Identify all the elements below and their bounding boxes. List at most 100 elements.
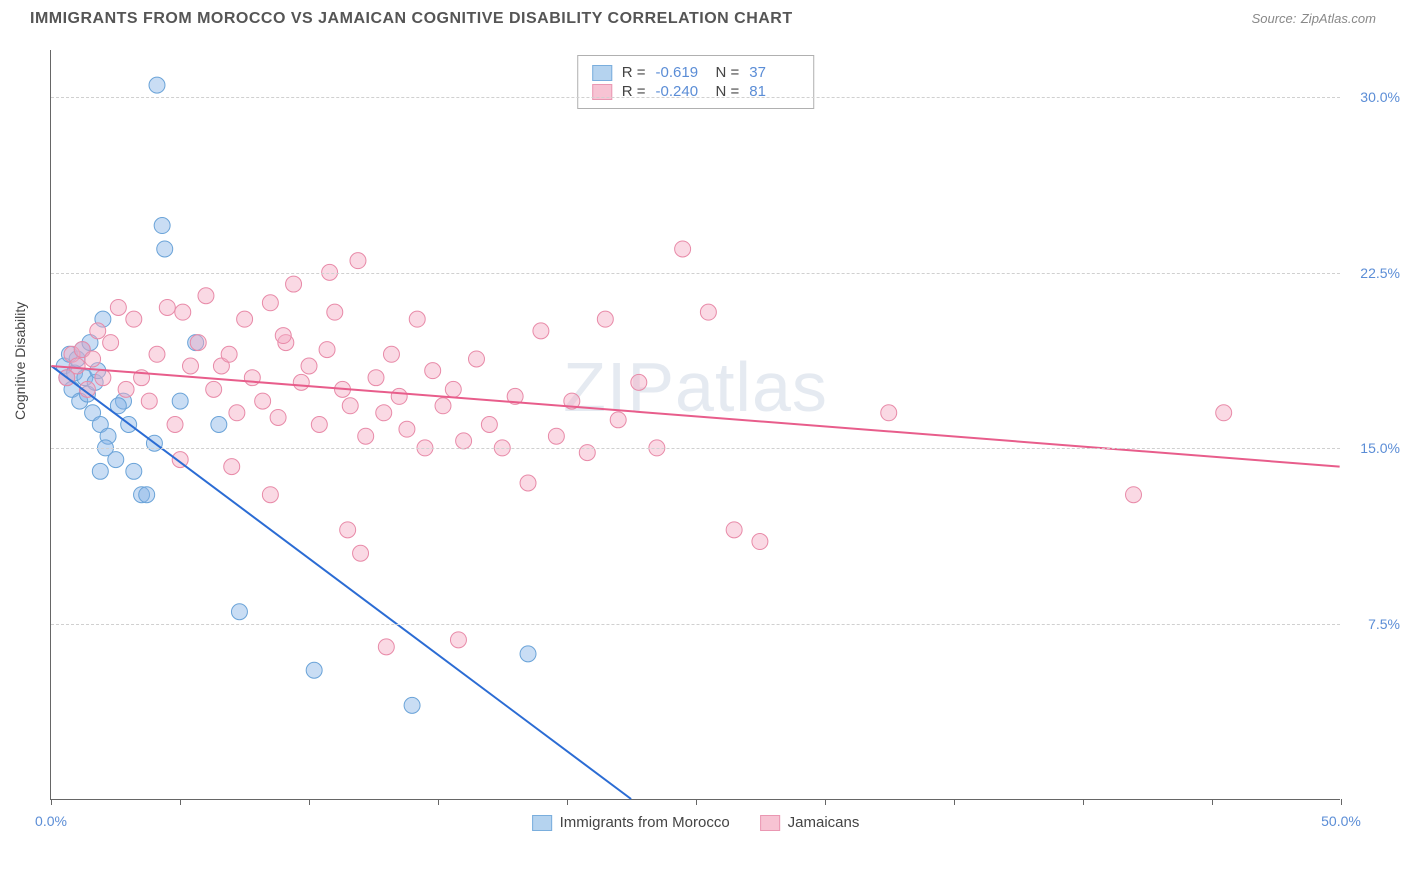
stats-row-1: R = -0.619 N = 37: [592, 64, 800, 81]
data-point: [167, 417, 183, 433]
data-point: [327, 304, 343, 320]
data-point: [520, 646, 536, 662]
x-tick-mark: [1341, 799, 1342, 805]
data-point: [520, 475, 536, 491]
data-point: [726, 522, 742, 538]
data-point: [183, 358, 199, 374]
data-point: [435, 398, 451, 414]
data-point: [675, 241, 691, 257]
data-point: [244, 370, 260, 386]
gridline: [51, 273, 1340, 274]
y-axis-label: Cognitive Disability: [12, 302, 28, 420]
data-point: [231, 604, 247, 620]
data-point: [1216, 405, 1232, 421]
x-tick-mark: [825, 799, 826, 805]
legend-item-1: Immigrants from Morocco: [532, 814, 730, 831]
stats-box: R = -0.619 N = 37 R = -0.240 N = 81: [577, 55, 815, 109]
data-point: [548, 428, 564, 444]
data-point: [469, 351, 485, 367]
stats-n-value-1: 37: [749, 64, 799, 81]
trend-line: [51, 366, 1339, 467]
data-point: [378, 639, 394, 655]
stats-r-label-1: R =: [622, 64, 646, 81]
source-value: ZipAtlas.com: [1301, 11, 1376, 26]
data-point: [172, 393, 188, 409]
x-tick-mark: [1083, 799, 1084, 805]
data-point: [350, 253, 366, 269]
data-point: [206, 381, 222, 397]
source: Source: ZipAtlas.com: [1252, 10, 1376, 28]
data-point: [425, 363, 441, 379]
data-point: [149, 77, 165, 93]
data-point: [157, 241, 173, 257]
data-point: [126, 463, 142, 479]
data-point: [481, 417, 497, 433]
chart-title: IMMIGRANTS FROM MOROCCO VS JAMAICAN COGN…: [30, 10, 793, 28]
data-point: [404, 697, 420, 713]
y-tick-label: 30.0%: [1360, 89, 1400, 105]
data-point: [409, 311, 425, 327]
data-point: [270, 409, 286, 425]
data-point: [700, 304, 716, 320]
data-point: [1126, 487, 1142, 503]
data-point: [311, 417, 327, 433]
data-point: [286, 276, 302, 292]
x-tick-mark: [1212, 799, 1213, 805]
data-point: [154, 218, 170, 234]
data-point: [175, 304, 191, 320]
x-tick-mark: [438, 799, 439, 805]
data-point: [306, 662, 322, 678]
data-point: [255, 393, 271, 409]
legend: Immigrants from Morocco Jamaicans: [532, 814, 860, 831]
data-point: [198, 288, 214, 304]
legend-label-2: Jamaicans: [788, 814, 860, 831]
y-tick-label: 7.5%: [1368, 616, 1400, 632]
data-point: [110, 299, 126, 315]
x-tick-mark: [180, 799, 181, 805]
data-point: [353, 545, 369, 561]
data-point: [224, 459, 240, 475]
scatter-svg: [51, 50, 1340, 799]
data-point: [399, 421, 415, 437]
data-point: [579, 445, 595, 461]
data-point: [301, 358, 317, 374]
data-point: [139, 487, 155, 503]
chart-plot-area: ZIPatlas R = -0.619 N = 37 R = -0.240 N …: [50, 50, 1340, 800]
data-point: [391, 388, 407, 404]
data-point: [237, 311, 253, 327]
data-point: [262, 487, 278, 503]
source-label: Source:: [1252, 11, 1297, 26]
data-point: [126, 311, 142, 327]
data-point: [342, 398, 358, 414]
data-point: [90, 323, 106, 339]
legend-swatch-2: [760, 815, 780, 831]
gridline: [51, 624, 1340, 625]
data-point: [631, 374, 647, 390]
swatch-series-1: [592, 65, 612, 81]
trend-line: [51, 366, 631, 799]
y-tick-label: 22.5%: [1360, 265, 1400, 281]
legend-item-2: Jamaicans: [760, 814, 860, 831]
data-point: [376, 405, 392, 421]
data-point: [610, 412, 626, 428]
data-point: [211, 417, 227, 433]
gridline: [51, 448, 1340, 449]
data-point: [358, 428, 374, 444]
y-tick-label: 15.0%: [1360, 440, 1400, 456]
x-tick-mark: [696, 799, 697, 805]
data-point: [293, 374, 309, 390]
data-point: [450, 632, 466, 648]
data-point: [262, 295, 278, 311]
data-point: [85, 351, 101, 367]
stats-r-value-1: -0.619: [656, 64, 706, 81]
data-point: [383, 346, 399, 362]
data-point: [456, 433, 472, 449]
data-point: [445, 381, 461, 397]
data-point: [597, 311, 613, 327]
gridline: [51, 97, 1340, 98]
data-point: [159, 299, 175, 315]
data-point: [103, 335, 119, 351]
legend-swatch-1: [532, 815, 552, 831]
data-point: [149, 346, 165, 362]
x-tick-mark: [567, 799, 568, 805]
